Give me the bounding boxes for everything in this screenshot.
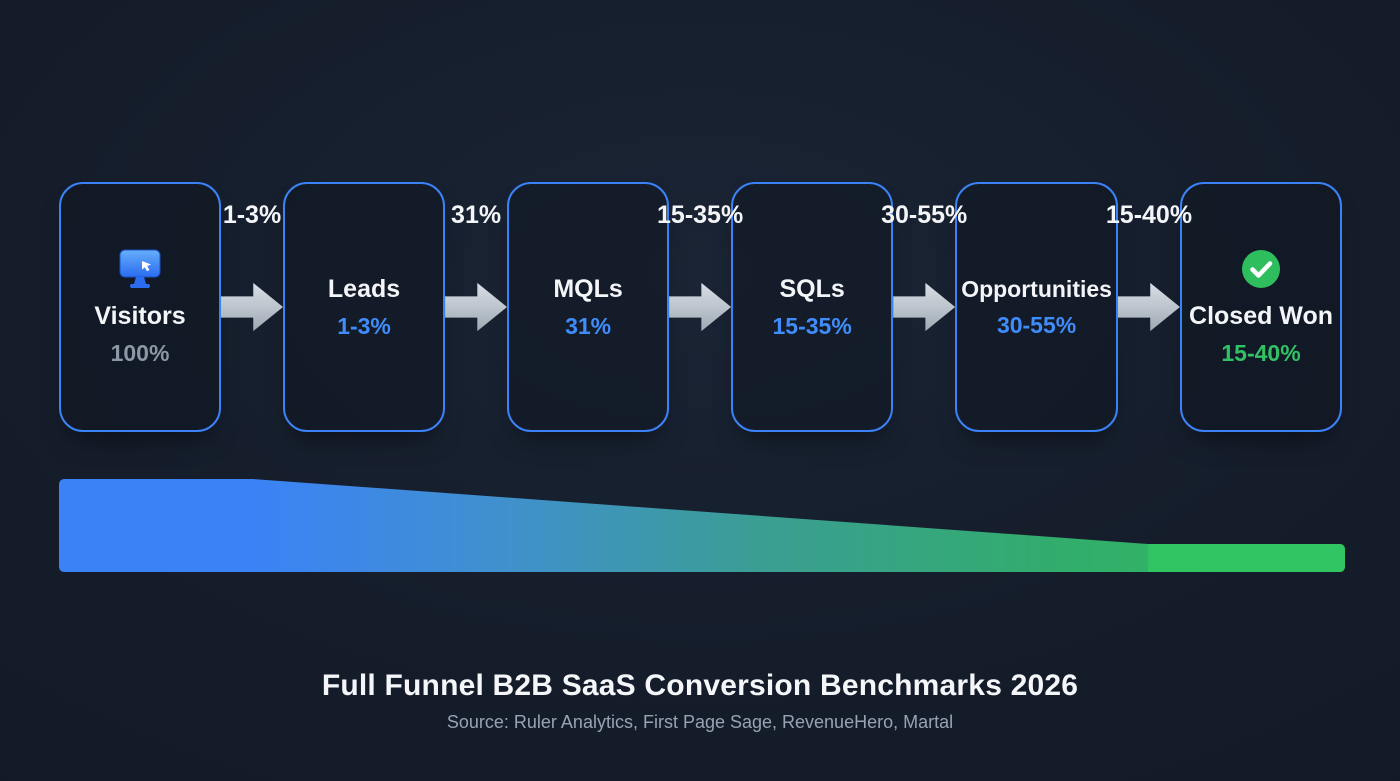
stage-label: Leads (327, 274, 401, 303)
connector-3: 15-35% (657, 182, 743, 432)
stage-value: 1-3% (337, 312, 391, 339)
stage-label: Opportunities (961, 275, 1112, 302)
chart-source: Source: Ruler Analytics, First Page Sage… (446, 712, 954, 732)
conversion-rate-label: 1-3% (222, 201, 282, 229)
stage-box-visitors: Visitors 100% (59, 182, 221, 432)
stage-label: Visitors (94, 301, 186, 330)
stage-box-mqls: MQLs 31% (507, 182, 670, 432)
check-circle-icon (1240, 248, 1282, 290)
connector-4: 30-55% (881, 182, 967, 432)
conversion-rate-label: 31% (451, 201, 502, 229)
stage-box-closed-won: Closed Won 15-40% (1180, 182, 1343, 432)
conversion-rate-label: 30-55% (881, 201, 968, 229)
stage-label: MQLs (553, 274, 623, 303)
connector-1: 1-3% (221, 182, 284, 432)
arrow-right-icon (669, 282, 732, 332)
stage-value: 31% (565, 312, 612, 339)
stage-value: 15-40% (1221, 339, 1301, 366)
stage-row: Visitors 100% 1-3% Leads 1-3% 31% MQLs 3… (59, 182, 1343, 432)
connector-5: 15-40% (1106, 182, 1192, 432)
arrow-right-icon (1117, 282, 1180, 332)
stage-box-leads: Leads 1-3% (283, 182, 446, 432)
stage-label: Closed Won (1189, 301, 1333, 330)
arrow-right-icon (445, 282, 508, 332)
conversion-rate-label: 15-35% (657, 201, 744, 229)
arrow-right-icon (893, 282, 956, 332)
connector-2: 31% (445, 182, 508, 432)
stage-box-opportunities: Opportunities 30-55% (955, 182, 1118, 432)
arrow-right-icon (221, 282, 284, 332)
conversion-rate-label: 15-40% (1105, 201, 1193, 229)
stage-value: 100% (110, 339, 170, 366)
stage-label: SQLs (779, 274, 845, 303)
funnel-taper-bar (59, 479, 1345, 573)
monitor-icon (117, 248, 163, 290)
stage-box-sqls: SQLs 15-35% (731, 182, 894, 432)
stage-value: 15-35% (772, 312, 852, 339)
stage-value: 30-55% (996, 311, 1077, 338)
chart-title: Full Funnel B2B SaaS Conversion Benchmar… (321, 669, 1079, 702)
